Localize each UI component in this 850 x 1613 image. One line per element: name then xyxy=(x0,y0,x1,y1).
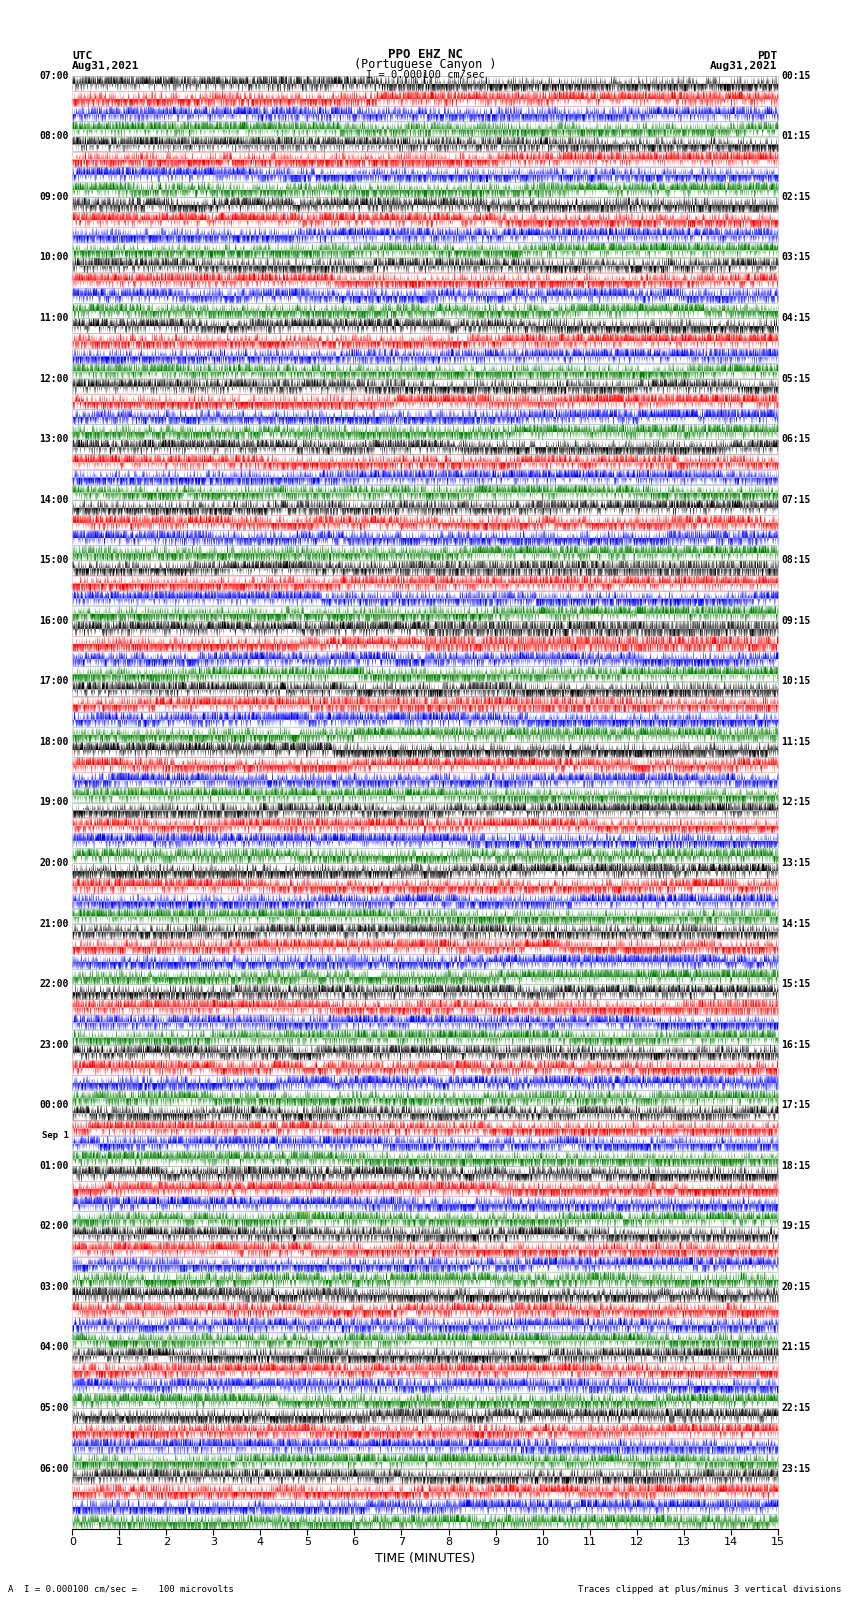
Text: 19:15: 19:15 xyxy=(781,1221,811,1231)
Text: I = 0.000100 cm/sec: I = 0.000100 cm/sec xyxy=(366,69,484,79)
Text: 18:00: 18:00 xyxy=(39,737,69,747)
Text: 13:15: 13:15 xyxy=(781,858,811,868)
Text: 22:15: 22:15 xyxy=(781,1403,811,1413)
Text: PPO EHZ NC: PPO EHZ NC xyxy=(388,48,462,61)
Text: 09:15: 09:15 xyxy=(781,616,811,626)
Text: UTC: UTC xyxy=(72,52,93,61)
Text: 11:00: 11:00 xyxy=(39,313,69,323)
Text: 20:00: 20:00 xyxy=(39,858,69,868)
Text: 19:00: 19:00 xyxy=(39,797,69,808)
Text: 05:00: 05:00 xyxy=(39,1403,69,1413)
Text: 04:00: 04:00 xyxy=(39,1342,69,1352)
Text: (Portuguese Canyon ): (Portuguese Canyon ) xyxy=(354,58,496,71)
X-axis label: TIME (MINUTES): TIME (MINUTES) xyxy=(375,1552,475,1565)
Text: 07:15: 07:15 xyxy=(781,495,811,505)
Text: Aug31,2021: Aug31,2021 xyxy=(72,61,139,71)
Text: 15:15: 15:15 xyxy=(781,979,811,989)
Text: 03:00: 03:00 xyxy=(39,1282,69,1292)
Text: 16:15: 16:15 xyxy=(781,1040,811,1050)
Text: 23:00: 23:00 xyxy=(39,1040,69,1050)
Text: 22:00: 22:00 xyxy=(39,979,69,989)
Text: 23:15: 23:15 xyxy=(781,1463,811,1474)
Text: 15:00: 15:00 xyxy=(39,555,69,565)
Text: 06:00: 06:00 xyxy=(39,1463,69,1474)
Text: 02:15: 02:15 xyxy=(781,192,811,202)
Text: 18:15: 18:15 xyxy=(781,1161,811,1171)
Text: A  I = 0.000100 cm/sec =    100 microvolts: A I = 0.000100 cm/sec = 100 microvolts xyxy=(8,1584,235,1594)
Text: 13:00: 13:00 xyxy=(39,434,69,444)
Text: PDT: PDT xyxy=(757,52,778,61)
Text: |: | xyxy=(420,71,427,82)
Text: Aug31,2021: Aug31,2021 xyxy=(711,61,778,71)
Text: 08:00: 08:00 xyxy=(39,131,69,142)
Text: 21:15: 21:15 xyxy=(781,1342,811,1352)
Text: 00:15: 00:15 xyxy=(781,71,811,81)
Text: 07:00: 07:00 xyxy=(39,71,69,81)
Text: 16:00: 16:00 xyxy=(39,616,69,626)
Text: 10:15: 10:15 xyxy=(781,676,811,687)
Text: 11:15: 11:15 xyxy=(781,737,811,747)
Text: 04:15: 04:15 xyxy=(781,313,811,323)
Text: Traces clipped at plus/minus 3 vertical divisions: Traces clipped at plus/minus 3 vertical … xyxy=(578,1584,842,1594)
Text: 05:15: 05:15 xyxy=(781,374,811,384)
Text: 02:00: 02:00 xyxy=(39,1221,69,1231)
Text: 12:00: 12:00 xyxy=(39,374,69,384)
Text: 03:15: 03:15 xyxy=(781,253,811,263)
Text: 14:15: 14:15 xyxy=(781,918,811,929)
Text: 06:15: 06:15 xyxy=(781,434,811,444)
Text: 01:00: 01:00 xyxy=(39,1161,69,1171)
Text: 20:15: 20:15 xyxy=(781,1282,811,1292)
Text: 17:15: 17:15 xyxy=(781,1100,811,1110)
Text: 01:15: 01:15 xyxy=(781,131,811,142)
Text: 09:00: 09:00 xyxy=(39,192,69,202)
Text: Sep 1: Sep 1 xyxy=(42,1131,69,1140)
Text: 17:00: 17:00 xyxy=(39,676,69,687)
Text: 21:00: 21:00 xyxy=(39,918,69,929)
Text: 10:00: 10:00 xyxy=(39,253,69,263)
Text: 12:15: 12:15 xyxy=(781,797,811,808)
Text: 14:00: 14:00 xyxy=(39,495,69,505)
Text: 08:15: 08:15 xyxy=(781,555,811,565)
Text: 00:00: 00:00 xyxy=(39,1100,69,1110)
